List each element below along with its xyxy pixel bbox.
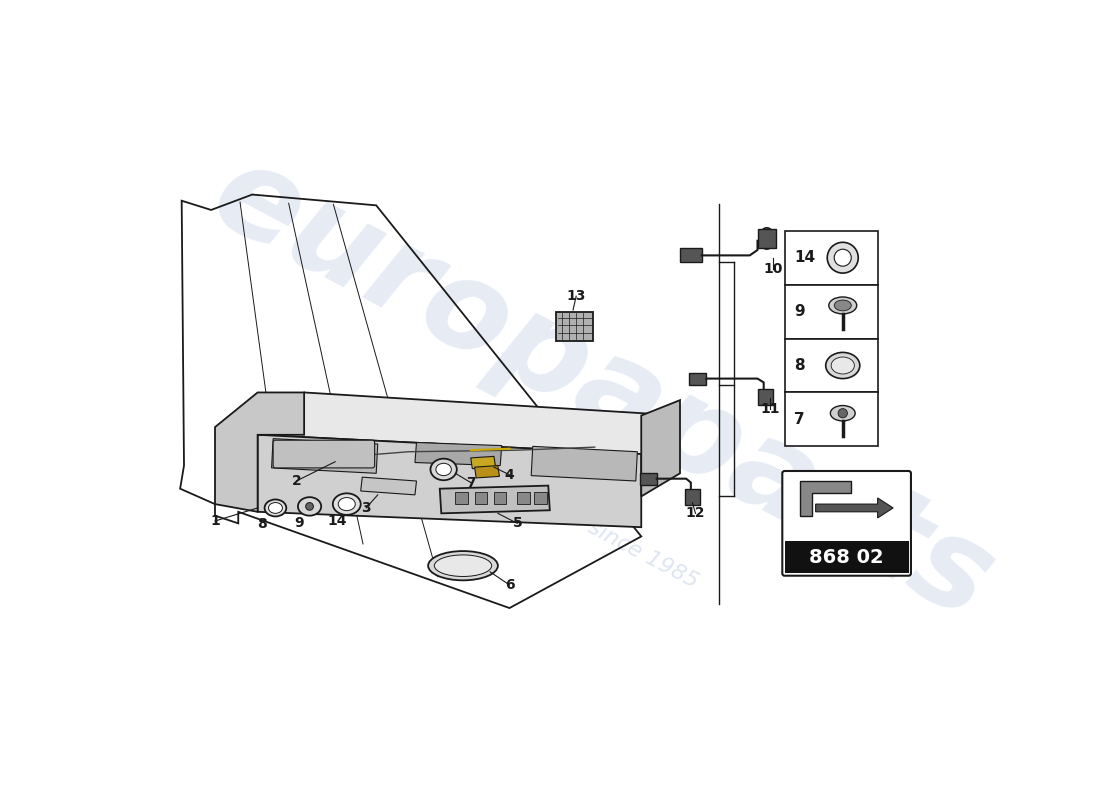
Ellipse shape: [826, 353, 860, 378]
Text: 9: 9: [294, 515, 304, 530]
Ellipse shape: [333, 494, 361, 515]
Text: 4: 4: [505, 468, 515, 482]
Ellipse shape: [828, 297, 857, 314]
Text: 7: 7: [466, 475, 475, 490]
Text: 6: 6: [505, 578, 515, 592]
Ellipse shape: [436, 463, 451, 476]
Bar: [758, 230, 777, 248]
Polygon shape: [214, 393, 304, 512]
Polygon shape: [474, 466, 499, 478]
Bar: [784, 285, 878, 338]
Ellipse shape: [434, 555, 492, 577]
Bar: [680, 249, 702, 262]
Bar: [494, 492, 506, 504]
Bar: [640, 474, 657, 485]
Ellipse shape: [834, 300, 851, 311]
Text: 8: 8: [794, 358, 804, 373]
Ellipse shape: [759, 228, 774, 250]
Text: 7: 7: [794, 412, 804, 427]
Bar: [690, 373, 706, 385]
FancyBboxPatch shape: [273, 440, 375, 468]
Polygon shape: [257, 435, 641, 527]
FancyBboxPatch shape: [782, 471, 911, 576]
Text: 14: 14: [328, 514, 348, 528]
Bar: [684, 490, 700, 505]
Polygon shape: [471, 456, 495, 469]
Ellipse shape: [265, 499, 286, 517]
Ellipse shape: [827, 242, 858, 273]
Polygon shape: [531, 446, 637, 481]
Ellipse shape: [430, 458, 456, 480]
Ellipse shape: [268, 502, 283, 514]
Ellipse shape: [832, 357, 855, 374]
Polygon shape: [272, 438, 377, 474]
Text: 11: 11: [760, 402, 780, 416]
Polygon shape: [257, 393, 680, 454]
Text: 8: 8: [256, 517, 266, 531]
Text: 12: 12: [685, 506, 705, 520]
Circle shape: [838, 409, 847, 418]
Text: 13: 13: [566, 290, 586, 303]
Bar: [556, 312, 593, 341]
Bar: [784, 541, 909, 574]
Polygon shape: [800, 481, 850, 516]
Polygon shape: [815, 498, 893, 518]
Bar: [535, 492, 547, 504]
Polygon shape: [415, 442, 502, 466]
Circle shape: [306, 502, 313, 510]
Text: 868 02: 868 02: [810, 548, 884, 566]
Bar: [517, 492, 530, 504]
Ellipse shape: [338, 498, 355, 510]
Bar: [784, 338, 878, 393]
Polygon shape: [440, 486, 550, 514]
Text: 9: 9: [794, 304, 804, 319]
Ellipse shape: [834, 250, 851, 266]
Text: 10: 10: [763, 262, 783, 276]
Bar: [455, 492, 468, 504]
Ellipse shape: [298, 497, 321, 516]
Polygon shape: [641, 400, 680, 496]
Text: 5: 5: [513, 516, 522, 530]
Text: europaparts: europaparts: [192, 132, 1013, 645]
Bar: [784, 230, 878, 285]
Polygon shape: [361, 477, 417, 495]
Text: 3: 3: [361, 501, 371, 515]
Text: 2: 2: [292, 474, 301, 488]
Ellipse shape: [428, 551, 498, 580]
Text: 14: 14: [794, 250, 815, 266]
Bar: [784, 393, 878, 446]
Bar: [758, 390, 773, 405]
Text: 1: 1: [210, 514, 220, 528]
Ellipse shape: [830, 406, 855, 421]
Bar: [474, 492, 487, 504]
Text: a passion for parts since 1985: a passion for parts since 1985: [395, 416, 702, 592]
